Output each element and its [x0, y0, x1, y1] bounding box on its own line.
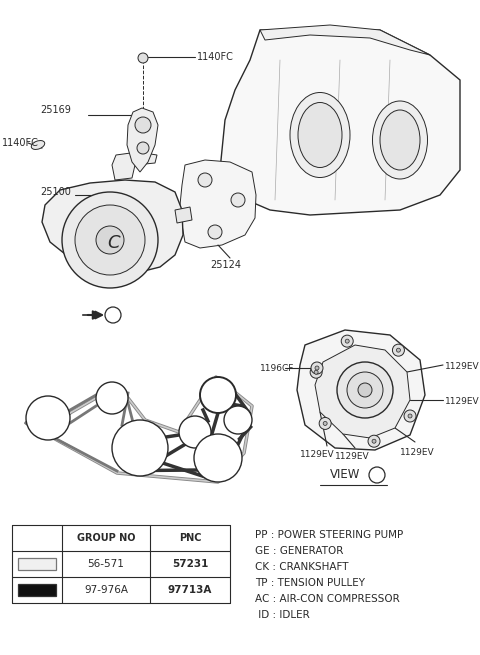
Circle shape — [105, 307, 121, 323]
Circle shape — [315, 366, 319, 370]
Polygon shape — [315, 345, 410, 438]
Text: CK : CRANKSHAFT: CK : CRANKSHAFT — [255, 562, 348, 572]
Text: 1196CF: 1196CF — [260, 364, 294, 373]
Circle shape — [368, 435, 380, 447]
Circle shape — [396, 348, 400, 352]
Text: 57231: 57231 — [172, 559, 208, 569]
Circle shape — [96, 226, 124, 254]
Text: A: A — [110, 310, 116, 320]
Circle shape — [138, 53, 148, 63]
Text: 1129EV: 1129EV — [335, 452, 370, 461]
Text: ID: ID — [233, 415, 243, 425]
Circle shape — [231, 193, 245, 207]
Polygon shape — [260, 25, 430, 55]
Polygon shape — [175, 207, 192, 223]
Ellipse shape — [290, 92, 350, 178]
Text: 97713A: 97713A — [168, 585, 212, 595]
Text: 1129EV: 1129EV — [445, 362, 480, 371]
Text: 25100: 25100 — [40, 187, 71, 197]
Circle shape — [179, 416, 211, 448]
Text: TP : TENSION PULLEY: TP : TENSION PULLEY — [255, 578, 365, 588]
Text: GE: GE — [211, 390, 225, 400]
Text: 1140FC: 1140FC — [2, 138, 39, 148]
Text: 25169: 25169 — [40, 105, 71, 115]
Circle shape — [224, 406, 252, 434]
Circle shape — [112, 420, 168, 476]
Text: C: C — [108, 234, 120, 252]
Ellipse shape — [380, 110, 420, 170]
Circle shape — [345, 339, 349, 343]
Text: PNC: PNC — [179, 533, 201, 543]
Text: TP: TP — [106, 393, 118, 403]
Text: 1129EV: 1129EV — [445, 397, 480, 406]
Circle shape — [372, 440, 376, 443]
Circle shape — [200, 377, 236, 413]
Polygon shape — [220, 30, 460, 215]
Circle shape — [96, 382, 128, 414]
Polygon shape — [112, 152, 157, 180]
Circle shape — [198, 173, 212, 187]
Circle shape — [404, 410, 416, 422]
Bar — [18, 558, 56, 570]
Circle shape — [311, 362, 323, 374]
Text: A: A — [374, 470, 380, 480]
Circle shape — [26, 396, 70, 440]
Text: 25124: 25124 — [210, 260, 241, 270]
Circle shape — [194, 434, 242, 482]
Text: CK: CK — [133, 443, 147, 453]
Bar — [18, 584, 56, 596]
Circle shape — [369, 467, 385, 483]
Circle shape — [337, 362, 393, 418]
Text: 1129EV: 1129EV — [300, 450, 335, 459]
Polygon shape — [180, 160, 256, 248]
Polygon shape — [42, 180, 183, 272]
Text: 1129EV: 1129EV — [400, 448, 434, 457]
Text: AC: AC — [211, 453, 225, 463]
Text: VIEW: VIEW — [330, 468, 360, 481]
Circle shape — [358, 383, 372, 397]
Text: GROUP NO: GROUP NO — [77, 533, 135, 543]
Circle shape — [341, 335, 353, 347]
Text: PP : POWER STEERING PUMP: PP : POWER STEERING PUMP — [255, 530, 403, 540]
Circle shape — [347, 372, 383, 408]
Polygon shape — [297, 330, 425, 450]
Text: 97-976A: 97-976A — [84, 585, 128, 595]
Circle shape — [314, 370, 318, 374]
Circle shape — [323, 421, 327, 426]
Ellipse shape — [372, 101, 428, 179]
Text: ID : IDLER: ID : IDLER — [255, 610, 310, 620]
Circle shape — [310, 366, 322, 378]
Circle shape — [208, 225, 222, 239]
Circle shape — [135, 117, 151, 133]
Polygon shape — [127, 108, 158, 172]
Ellipse shape — [298, 102, 342, 168]
Text: 1140FC: 1140FC — [197, 52, 234, 62]
Circle shape — [137, 142, 149, 154]
Circle shape — [393, 344, 405, 356]
Circle shape — [408, 414, 412, 418]
Text: GE : GENERATOR: GE : GENERATOR — [255, 546, 343, 556]
Text: AC : AIR-CON COMPRESSOR: AC : AIR-CON COMPRESSOR — [255, 594, 400, 604]
Text: TP: TP — [189, 427, 201, 437]
Circle shape — [75, 205, 145, 275]
Circle shape — [62, 192, 158, 288]
Ellipse shape — [31, 141, 45, 149]
Circle shape — [319, 417, 331, 430]
Text: 56-571: 56-571 — [87, 559, 124, 569]
Text: PP: PP — [42, 413, 54, 423]
